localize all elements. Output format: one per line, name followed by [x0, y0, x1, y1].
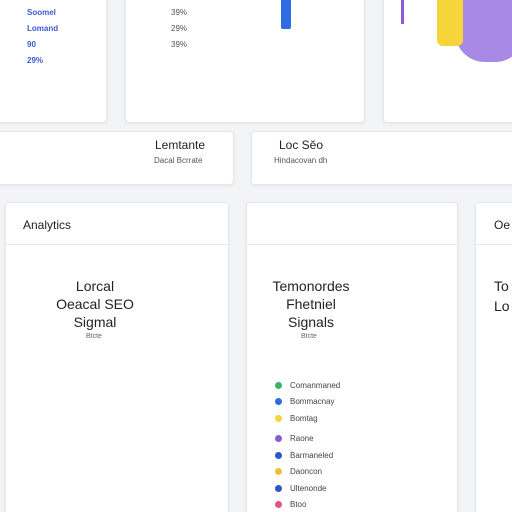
legend-item: Ultenonde — [275, 483, 326, 493]
legend-label: Ultenonde — [290, 483, 327, 493]
divider — [6, 244, 228, 245]
legend-item: Barmaneled — [275, 450, 333, 460]
legend-label: Daoncon — [290, 466, 323, 476]
legend-label: Comanmaned — [290, 380, 341, 390]
legend-dot — [275, 467, 282, 475]
divider — [476, 244, 512, 245]
stat-label: Lomand — [27, 24, 59, 33]
legend-item: Daoncon — [275, 466, 322, 476]
panel-title-line: Fhetniel — [286, 296, 336, 312]
panel-heading: Oe — [494, 218, 511, 232]
percent-label: 39% — [171, 40, 188, 49]
legend-item: Btoo — [275, 499, 306, 509]
panel-title-line: To — [494, 278, 509, 294]
legend-label: Raone — [290, 433, 314, 443]
panel-title-line: Sigmal — [73, 314, 117, 330]
legend-dot — [275, 434, 282, 442]
analytics-panel — [5, 202, 229, 512]
legend-item: Comanmaned — [275, 380, 340, 390]
chart-shape — [455, 0, 512, 62]
card-title: Loc Sĕo — [279, 138, 324, 152]
stat-label: 90 — [27, 40, 36, 49]
legend-dot — [275, 484, 282, 492]
panel-title-line: Lo — [494, 298, 510, 314]
chart-bar — [281, 0, 291, 29]
stat-card-left — [0, 0, 107, 123]
stat-label: 29% — [27, 56, 44, 65]
panel-title-line: Temonordes — [272, 278, 350, 294]
percent-label: 39% — [171, 8, 188, 17]
right-panel — [475, 202, 512, 512]
info-card-right[interactable] — [251, 131, 512, 185]
legend-label: Bommacnay — [290, 396, 335, 406]
panel-title-line: Oeacal SEO — [56, 296, 134, 312]
card-title: Lemtante — [155, 138, 206, 152]
panel-caption: Btcte — [301, 333, 317, 340]
divider — [247, 244, 457, 245]
panel-title: Temonordes Fhetniel Signals — [256, 277, 366, 331]
panel-caption: Btcte — [86, 333, 102, 340]
signals-panel — [246, 202, 458, 512]
legend-label: Btoo — [290, 499, 307, 509]
legend-dot — [275, 451, 282, 459]
card-subtitle: Hindacovan dh — [274, 156, 328, 165]
panel-heading: Analytics — [23, 218, 72, 232]
chart-bar — [401, 0, 404, 24]
panel-title-line: Lorcal — [75, 278, 115, 294]
stat-label: Soomel — [27, 8, 56, 17]
legend-dot — [275, 500, 282, 508]
legend-dot — [275, 397, 282, 405]
legend-dot — [275, 381, 282, 389]
panel-title-line: Signals — [288, 314, 334, 330]
chart-shape — [437, 0, 463, 46]
legend-label: Barmaneled — [290, 450, 334, 460]
legend-item: Bommacnay — [275, 396, 334, 406]
card-subtitle: Dacal Bcrrate — [154, 156, 203, 165]
legend-item: Bomtag — [275, 413, 318, 423]
panel-title: Lorcal Oeacal SEO Sigmal — [40, 277, 150, 331]
legend-label: Bomtag — [290, 413, 318, 423]
legend-dot — [275, 414, 282, 422]
info-card-left[interactable] — [0, 131, 234, 185]
percent-label: 29% — [171, 24, 188, 33]
legend-item: Raone — [275, 433, 314, 443]
stat-card-middle — [125, 0, 365, 123]
